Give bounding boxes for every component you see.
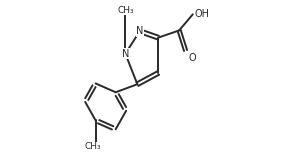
Text: CH₃: CH₃ (118, 6, 134, 15)
Text: OH: OH (195, 9, 210, 19)
Text: N: N (122, 49, 129, 59)
Text: O: O (188, 53, 196, 63)
Text: N: N (136, 26, 144, 36)
Text: CH₃: CH₃ (84, 142, 101, 151)
